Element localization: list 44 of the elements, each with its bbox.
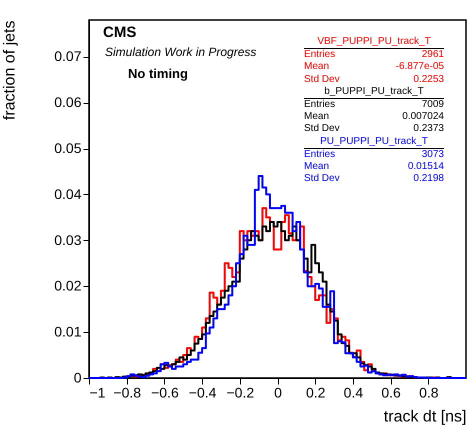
annotation: Entries: [304, 49, 336, 62]
text: PU_PUPPI_PU_track_T: [304, 136, 444, 149]
y-tick-label: 0.07: [54, 48, 82, 64]
annotation: Entries: [304, 99, 336, 112]
text: b_PUPPI_PU_track_T: [304, 86, 444, 100]
annotation: CMS: [103, 24, 136, 41]
annotation: 3073: [422, 148, 444, 162]
y-tick-label: 0.05: [54, 140, 82, 156]
annotation: Mean: [304, 61, 330, 74]
y-tick-label: 0.01: [54, 324, 82, 340]
x-tick-label: 0.6: [381, 384, 402, 400]
x-tick-label: 0: [274, 384, 282, 400]
x-tick-label: 0.4: [344, 384, 364, 400]
annotation: Std Dev: [304, 74, 340, 86]
annotation: Simulation Work in Progress: [105, 45, 256, 59]
y-tick-label: 0.02: [54, 278, 82, 294]
x-tick-label: −0.4: [188, 384, 217, 400]
x-tick-label: −0.2: [226, 384, 254, 400]
y-tick-label: 0.04: [54, 186, 82, 202]
text: VBF_PUPPI_PU_track_T: [304, 36, 444, 50]
annotation: 0.01514: [408, 161, 444, 174]
annotation: Mean: [304, 161, 330, 174]
annotation: -6.877e-05: [396, 61, 444, 74]
x-axis-title: track dt [ns]: [384, 408, 466, 426]
annotation: 0.2373: [413, 123, 444, 136]
y-tick-label: 0.03: [54, 232, 82, 248]
annotation: 7009: [422, 99, 444, 112]
x-tick-label: 0.8: [419, 384, 439, 400]
y-axis-title: fraction of jets: [2, 20, 18, 120]
annotation: 0.2253: [413, 74, 444, 86]
annotation: 0.2198: [413, 173, 444, 186]
annotation: 0.007024: [402, 111, 444, 124]
y-tick-label: 0.06: [54, 94, 82, 110]
x-tick-label: −0.6: [151, 384, 179, 400]
annotation: Entries: [304, 148, 336, 162]
annotation: Std Dev: [304, 173, 340, 186]
x-tick-label: −1: [90, 384, 106, 400]
annotation: No timing: [128, 66, 188, 81]
x-tick-label: 0.2: [306, 384, 326, 400]
annotation: 2961: [422, 49, 444, 62]
y-tick-label: 0: [74, 370, 82, 386]
x-tick-label: −0.8: [113, 384, 142, 400]
annotation: Std Dev: [304, 123, 340, 136]
annotation: Mean: [304, 111, 330, 124]
